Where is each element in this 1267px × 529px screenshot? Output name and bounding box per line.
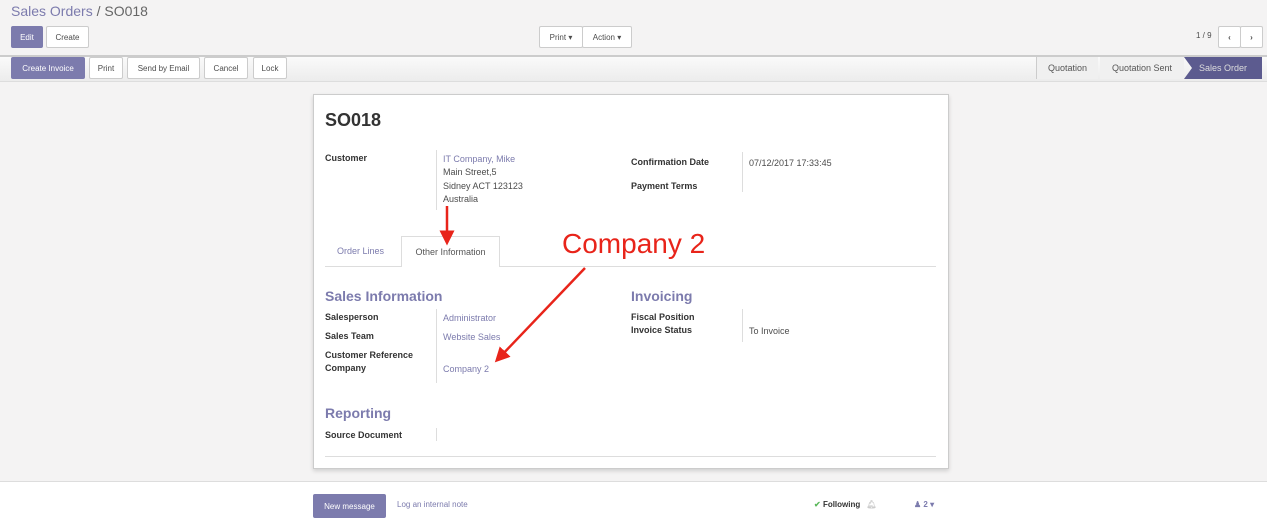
edit-button[interactable]: Edit	[11, 26, 43, 48]
divider	[436, 428, 437, 441]
invoice-status-value: To Invoice	[749, 326, 790, 336]
caret-down-icon: ▾	[930, 500, 935, 509]
chevron-left-icon: ‹	[1228, 32, 1231, 42]
cancel-button[interactable]: Cancel	[204, 57, 248, 79]
caret-down-icon: ▾	[568, 32, 573, 42]
check-icon: ✔	[814, 500, 821, 509]
chevron-right-icon: ›	[1250, 32, 1253, 42]
print-button[interactable]: Print	[89, 57, 123, 79]
invoicing-heading: Invoicing	[631, 288, 693, 304]
fiscal-position-label: Fiscal Position	[631, 312, 695, 322]
action-label: Action	[592, 32, 615, 42]
lock-button[interactable]: Lock	[253, 57, 287, 79]
create-button[interactable]: Create	[46, 26, 89, 48]
stage-quotation[interactable]: Quotation	[1036, 57, 1098, 79]
breadcrumb-separator: /	[96, 3, 101, 19]
bell-icon[interactable]: 🔔︎	[866, 500, 877, 509]
caret-down-icon: ▾	[617, 32, 622, 42]
pager: 1 / 9	[1196, 31, 1212, 40]
source-document-label: Source Document	[325, 430, 403, 440]
customer-label: Customer	[325, 153, 368, 163]
tabs-border	[325, 266, 936, 267]
annotation-text: Company 2	[562, 228, 706, 259]
followers-button[interactable]: ♟ 2 ▾	[914, 500, 934, 509]
confirmation-date-label: Confirmation Date	[631, 157, 710, 167]
print-label: Print	[549, 32, 567, 42]
address-line: Main Street,5	[443, 167, 497, 177]
confirmation-date-value: 07/12/2017 17:33:45	[749, 158, 832, 168]
new-message-button[interactable]: New message	[313, 494, 386, 518]
company-link[interactable]: Company 2	[443, 364, 490, 374]
send-email-button[interactable]: Send by Email	[127, 57, 200, 79]
order-title: SO018	[325, 110, 382, 130]
salesperson-link[interactable]: Administrator	[443, 313, 497, 323]
create-invoice-button[interactable]: Create Invoice	[11, 57, 85, 79]
stage-sales-order[interactable]: Sales Order	[1184, 57, 1262, 79]
salesperson-label: Salesperson	[325, 312, 379, 322]
customer-link[interactable]: IT Company, Mike	[443, 154, 516, 164]
chatter	[0, 481, 1267, 529]
customer-reference-label: Customer Reference	[325, 350, 414, 360]
divider	[325, 456, 936, 457]
sales-team-label: Sales Team	[325, 331, 374, 341]
following-button[interactable]: ✔ Following 🔔︎	[814, 500, 877, 509]
breadcrumb: Sales Orders / SO018	[11, 3, 148, 19]
breadcrumb-current: SO018	[104, 3, 148, 19]
sales-information-heading: Sales Information	[325, 288, 443, 304]
address-line: Sidney ACT 123123	[443, 181, 523, 191]
divider	[742, 309, 743, 342]
user-icon: ♟	[914, 500, 922, 509]
breadcrumb-sales-orders[interactable]: Sales Orders	[11, 3, 93, 19]
company-label: Company	[325, 363, 367, 373]
following-label: Following	[822, 500, 861, 509]
arrow-to-company	[494, 267, 586, 363]
divider	[436, 309, 437, 383]
tab-other-information[interactable]: Other Information	[401, 236, 500, 267]
form-sheet	[313, 94, 949, 469]
divider	[436, 150, 437, 210]
tab-order-lines[interactable]: Order Lines	[337, 246, 385, 256]
divider	[742, 152, 743, 192]
stage-quotation-sent[interactable]: Quotation Sent	[1100, 57, 1184, 79]
address-line: Australia	[443, 194, 479, 204]
invoice-status-label: Invoice Status	[631, 325, 693, 335]
sales-team-link[interactable]: Website Sales	[443, 332, 501, 342]
reporting-heading: Reporting	[325, 405, 392, 421]
log-note-link[interactable]: Log an internal note	[397, 500, 468, 509]
followers-count: 2	[923, 500, 928, 509]
action-dropdown[interactable]: Action ▾	[582, 26, 632, 48]
next-record-button[interactable]: ›	[1240, 26, 1263, 48]
payment-terms-label: Payment Terms	[631, 181, 698, 191]
